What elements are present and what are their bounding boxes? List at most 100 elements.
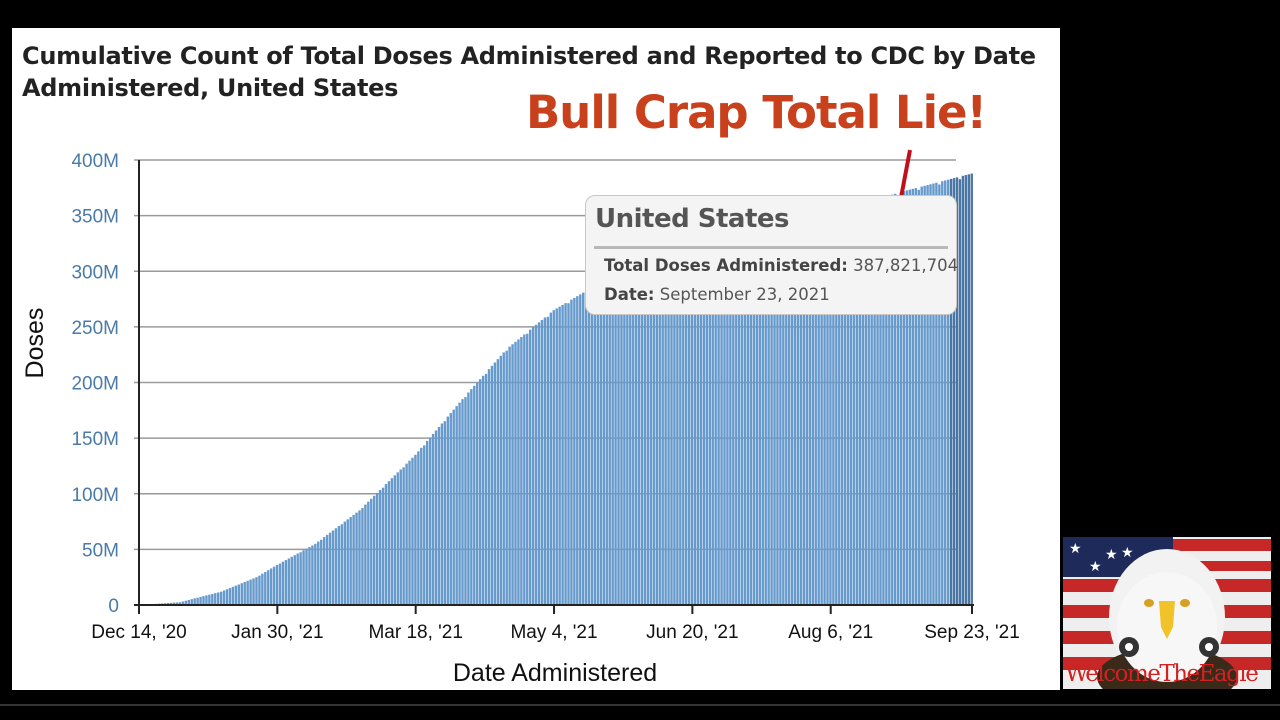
bar[interactable] (481, 375, 485, 605)
bar[interactable] (696, 243, 700, 605)
bar[interactable] (894, 193, 897, 605)
bar[interactable] (952, 178, 956, 605)
bar[interactable] (926, 185, 929, 605)
bar[interactable] (799, 218, 803, 605)
bar[interactable] (746, 230, 750, 605)
bar[interactable] (234, 585, 238, 605)
bar[interactable] (864, 202, 867, 605)
bar[interactable] (402, 467, 405, 605)
bar[interactable] (211, 593, 214, 605)
bar[interactable] (632, 267, 635, 605)
bar[interactable] (305, 548, 308, 605)
bar[interactable] (849, 207, 853, 606)
bar[interactable] (346, 519, 349, 605)
bar[interactable] (370, 498, 373, 605)
bar[interactable] (517, 339, 520, 605)
bar[interactable] (396, 472, 399, 605)
bar[interactable] (570, 299, 573, 605)
bar[interactable] (540, 319, 544, 605)
bar[interactable] (299, 552, 302, 605)
bar[interactable] (908, 189, 912, 605)
bar[interactable] (846, 208, 850, 605)
bar[interactable] (717, 237, 720, 606)
bar[interactable] (661, 256, 664, 605)
bar[interactable] (599, 282, 603, 605)
bar[interactable] (190, 599, 193, 605)
bar[interactable] (461, 399, 464, 605)
bar[interactable] (788, 221, 791, 605)
bar[interactable] (790, 220, 794, 605)
bar[interactable] (364, 504, 367, 605)
bar[interactable] (902, 191, 906, 605)
bar[interactable] (523, 334, 526, 605)
bar[interactable] (399, 469, 402, 605)
bar[interactable] (673, 251, 676, 605)
bar[interactable] (531, 327, 535, 605)
bar[interactable] (537, 322, 541, 605)
bar[interactable] (267, 570, 270, 605)
bar[interactable] (646, 261, 650, 605)
bar[interactable] (773, 226, 776, 605)
bar[interactable] (325, 534, 329, 605)
bar[interactable] (546, 316, 550, 605)
bar[interactable] (228, 588, 232, 605)
bar[interactable] (841, 209, 844, 605)
bar[interactable] (328, 532, 332, 605)
bar[interactable] (811, 216, 814, 606)
bar[interactable] (655, 258, 658, 605)
bar[interactable] (629, 270, 632, 605)
bar[interactable] (252, 578, 255, 605)
bar[interactable] (264, 571, 267, 605)
bar[interactable] (431, 433, 435, 605)
bar[interactable] (484, 373, 488, 605)
bar[interactable] (755, 228, 759, 606)
bar[interactable] (793, 222, 797, 605)
bar[interactable] (464, 397, 467, 605)
bar[interactable] (699, 242, 703, 605)
bar[interactable] (658, 257, 661, 605)
bar[interactable] (514, 341, 517, 605)
bar[interactable] (573, 297, 576, 605)
bar[interactable] (726, 235, 729, 605)
bar[interactable] (490, 365, 494, 605)
bar[interactable] (835, 213, 838, 606)
bar[interactable] (870, 200, 873, 605)
bar[interactable] (802, 218, 806, 605)
bar[interactable] (478, 379, 482, 605)
bar[interactable] (258, 575, 261, 605)
bar[interactable] (358, 510, 361, 605)
bar[interactable] (455, 406, 458, 605)
bar[interactable] (843, 208, 847, 605)
bar[interactable] (343, 521, 346, 605)
bar[interactable] (352, 514, 355, 605)
bar[interactable] (219, 591, 223, 605)
bar[interactable] (676, 250, 679, 605)
bar[interactable] (858, 204, 862, 606)
bar[interactable] (770, 224, 773, 605)
bar[interactable] (411, 457, 414, 605)
bar[interactable] (393, 475, 397, 605)
bar[interactable] (414, 454, 417, 605)
bar[interactable] (885, 196, 888, 606)
bar[interactable] (829, 213, 832, 605)
bar[interactable] (593, 285, 597, 605)
bar[interactable] (932, 183, 935, 606)
bar[interactable] (420, 447, 423, 605)
bar[interactable] (340, 524, 344, 605)
bar[interactable] (714, 238, 717, 605)
bar[interactable] (620, 272, 623, 605)
bar[interactable] (738, 232, 741, 605)
bar[interactable] (237, 584, 241, 605)
bar[interactable] (375, 492, 379, 605)
bar[interactable] (255, 577, 258, 605)
bar[interactable] (652, 259, 656, 605)
bar[interactable] (281, 561, 285, 605)
bar[interactable] (549, 312, 553, 605)
bar[interactable] (876, 201, 879, 605)
bar[interactable] (284, 560, 288, 605)
bar[interactable] (187, 599, 190, 605)
bar[interactable] (944, 180, 947, 605)
bar[interactable] (296, 553, 299, 605)
bar[interactable] (958, 179, 962, 605)
bar[interactable] (826, 213, 829, 605)
